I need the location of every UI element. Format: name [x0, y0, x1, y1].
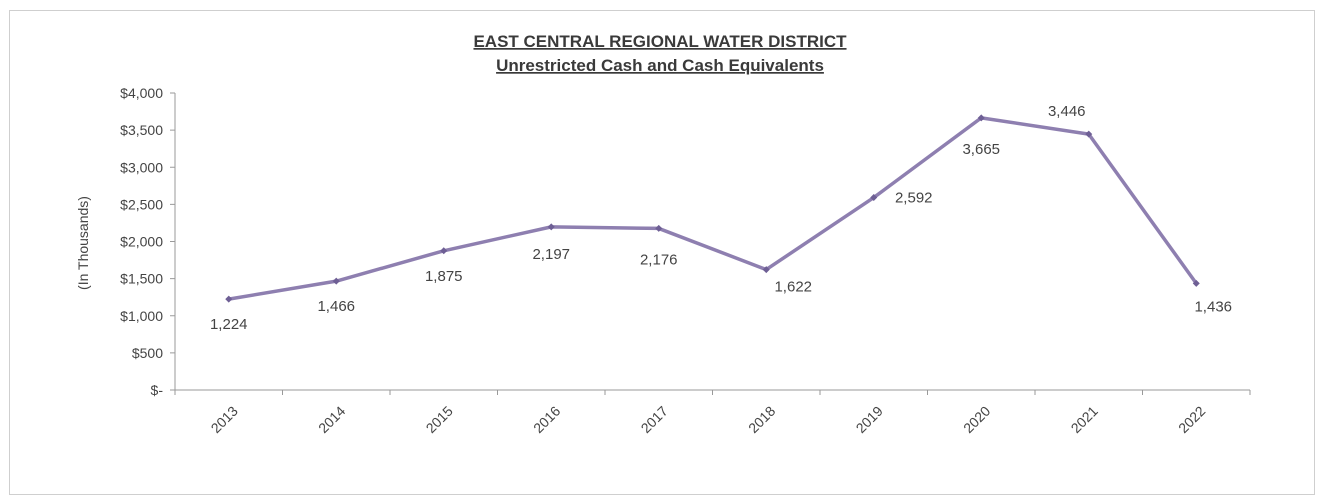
- data-label: 1,875: [425, 268, 463, 285]
- x-tick-label: 2019: [853, 403, 886, 436]
- data-label: 2,176: [640, 251, 678, 268]
- x-tick-label: 2018: [745, 403, 778, 436]
- y-tick-label: $3,000: [120, 159, 163, 175]
- x-tick-label: 2020: [960, 403, 993, 436]
- data-point: [440, 247, 448, 255]
- data-point: [977, 114, 985, 122]
- y-axis-title: (In Thousands): [75, 196, 91, 290]
- series-line: [227, 116, 1198, 301]
- data-point: [870, 194, 878, 202]
- chart-frame: [9, 10, 1315, 495]
- data-point: [332, 277, 340, 285]
- x-tick-label: 2016: [530, 403, 563, 436]
- axes: [170, 92, 1251, 395]
- y-tick-label: $1,500: [120, 271, 163, 287]
- data-label: 3,446: [1048, 103, 1086, 120]
- x-tick-label: 2013: [208, 403, 241, 436]
- data-label: 2,592: [895, 190, 933, 207]
- data-point: [655, 224, 663, 232]
- y-tick-label: $500: [132, 345, 163, 361]
- x-tick-label: 2021: [1068, 403, 1101, 436]
- series-line-group: [227, 116, 1198, 301]
- x-tick-label: 2017: [638, 403, 671, 436]
- y-tick-label: $3,500: [120, 122, 163, 138]
- data-point: [762, 266, 770, 274]
- x-tick-label: 2022: [1175, 403, 1208, 436]
- y-tick-label: $2,500: [120, 196, 163, 212]
- data-labels: 1,224 1,466 1,875 2,197 2,176 1,622 2,592 3,665…: [210, 103, 1232, 333]
- y-tick-label: $1,000: [120, 308, 163, 324]
- data-label: 1,224: [210, 316, 248, 333]
- data-points: [225, 114, 1200, 303]
- data-label: 1,466: [317, 298, 355, 315]
- x-tick-label: 2014: [315, 403, 348, 436]
- x-tick-label: 2015: [423, 403, 456, 436]
- data-label: 1,622: [774, 279, 812, 296]
- y-tick-label: $4,000: [120, 85, 163, 101]
- chart-title: EAST CENTRAL REGIONAL WATER DISTRICT: [473, 32, 847, 51]
- y-tick-label: $2,000: [120, 234, 163, 250]
- data-point: [1192, 279, 1200, 287]
- x-tick-labels: 2013 2014 2015 2016 2017 2018 2019 2020 2021 2022: [208, 403, 1209, 436]
- data-point: [547, 223, 555, 231]
- y-tick-label: $-: [151, 382, 164, 398]
- data-label: 2,197: [532, 246, 570, 263]
- data-point: [225, 295, 233, 303]
- data-point: [1085, 130, 1093, 138]
- data-label: 3,665: [962, 141, 1000, 158]
- chart-subtitle: Unrestricted Cash and Cash Equivalents: [496, 56, 824, 75]
- data-label: 1,436: [1194, 298, 1232, 315]
- y-tick-labels: $- $500 $1,000 $1,500 $2,000 $2,500 $3,000 $3,5…: [120, 85, 163, 398]
